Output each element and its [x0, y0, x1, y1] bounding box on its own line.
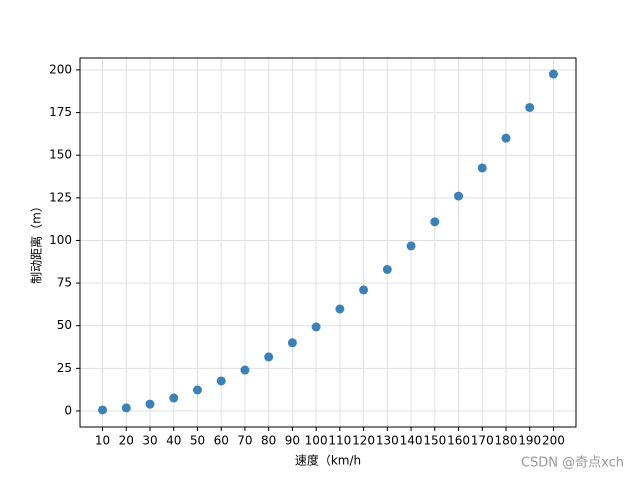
watermark: CSDN @奇点xch	[521, 455, 624, 471]
x-tick-label: 110	[328, 434, 351, 448]
x-tick-label: 130	[376, 434, 399, 448]
x-tick-label: 40	[166, 434, 181, 448]
x-tick-label: 70	[237, 434, 252, 448]
point	[359, 285, 369, 295]
x-tick-label: 120	[352, 434, 375, 448]
point	[98, 405, 108, 415]
x-tick-label: 80	[261, 434, 276, 448]
x-tick-label: 180	[495, 434, 518, 448]
x-axis-label: 速度（km/h	[295, 453, 361, 468]
x-tick-label: 150	[423, 434, 446, 448]
x-tick-label: 170	[471, 434, 494, 448]
y-tick-label: 175	[49, 105, 72, 119]
y-tick-label: 100	[49, 233, 72, 247]
point	[501, 133, 511, 143]
point	[192, 385, 202, 395]
x-tick-label: 20	[119, 434, 134, 448]
x-tick-label: 200	[542, 434, 565, 448]
point	[406, 241, 416, 251]
point	[454, 191, 464, 201]
y-tick-label: 50	[57, 318, 72, 332]
y-tick-label: 25	[57, 361, 72, 375]
point	[287, 338, 297, 348]
point	[525, 102, 535, 112]
x-tick-label: 90	[285, 434, 300, 448]
point	[311, 322, 321, 332]
x-tick-label: 140	[400, 434, 423, 448]
x-tick-label: 50	[190, 434, 205, 448]
y-axis-label: 制动距离（m）	[29, 200, 44, 284]
point	[264, 352, 274, 362]
point	[240, 365, 250, 375]
point	[145, 399, 155, 409]
x-tick-label: 30	[142, 434, 157, 448]
point	[121, 403, 131, 413]
x-tick-label: 100	[305, 434, 328, 448]
point	[216, 376, 226, 386]
y-tick-label: 200	[49, 62, 72, 76]
x-tick-label: 60	[214, 434, 229, 448]
y-tick-label: 75	[57, 276, 72, 290]
plot-frame	[79, 57, 577, 428]
point	[335, 304, 345, 314]
x-tick-label: 190	[518, 434, 541, 448]
point	[477, 163, 487, 173]
point	[169, 393, 179, 403]
x-tick-label: 160	[447, 434, 470, 448]
grid	[80, 58, 576, 427]
point	[382, 264, 392, 274]
point	[548, 69, 558, 79]
point	[430, 217, 440, 227]
y-tick-label: 125	[49, 190, 72, 204]
y-tick-label: 0	[64, 403, 72, 417]
y-tick-label: 150	[49, 148, 72, 162]
x-tick-label: 10	[95, 434, 110, 448]
